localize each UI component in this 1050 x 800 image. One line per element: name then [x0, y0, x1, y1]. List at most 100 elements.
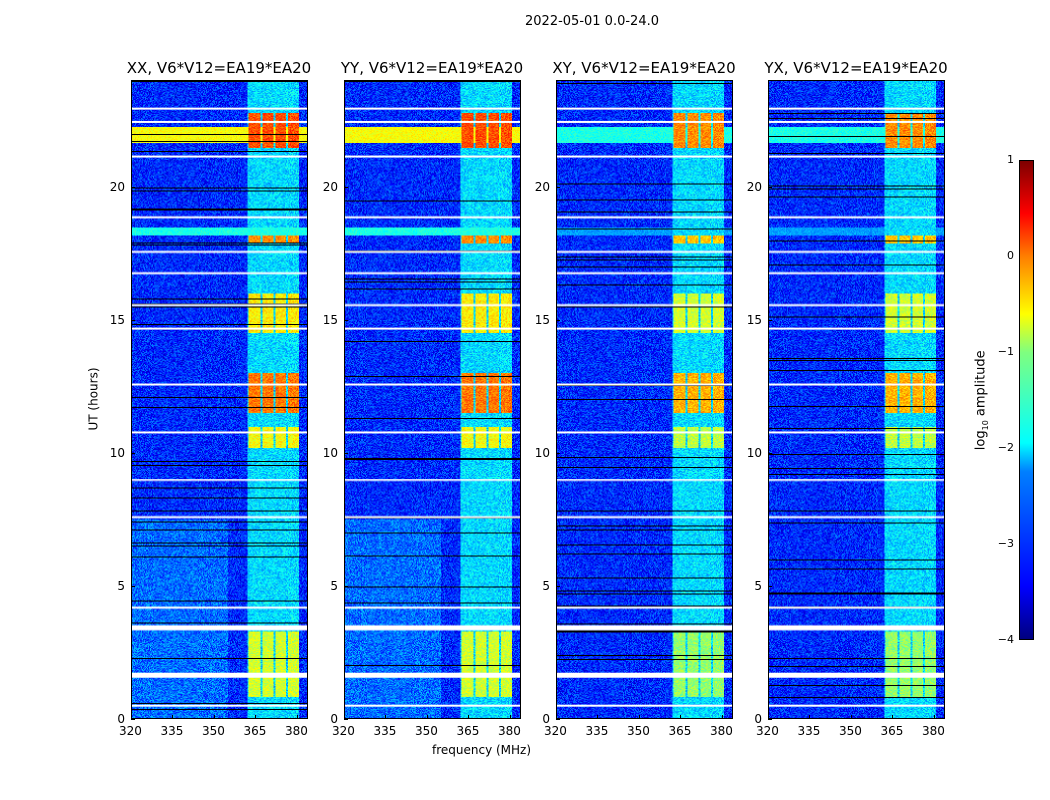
x-tick-label: 335 — [585, 724, 609, 738]
y-tick-mark — [131, 319, 135, 321]
y-tick-mark — [344, 585, 348, 587]
y-tick-mark — [768, 186, 772, 188]
spectrogram-panel-yy — [344, 80, 521, 719]
colorbar-label-sub: 10 — [981, 420, 991, 431]
x-tick-mark — [426, 715, 428, 719]
x-tick-mark — [721, 715, 723, 719]
x-tick-label: 365 — [456, 724, 480, 738]
y-tick-label: 0 — [754, 712, 762, 726]
y-tick-label: 10 — [109, 445, 125, 460]
x-tick-mark — [172, 715, 174, 719]
y-tick-mark — [131, 585, 135, 587]
panel-title-xy: XY, V6*V12=EA19*EA20 — [552, 59, 736, 77]
y-tick-label: 15 — [746, 312, 762, 327]
spectrogram-heatmap — [557, 81, 732, 718]
x-tick-label: 380 — [709, 724, 733, 738]
colorbar — [1019, 160, 1034, 640]
y-tick-label: 10 — [534, 445, 550, 460]
y-axis-label: UT (hours) — [86, 367, 101, 431]
y-tick-mark — [556, 585, 560, 587]
x-tick-mark — [509, 715, 511, 719]
y-tick-label: 5 — [754, 578, 762, 593]
y-tick-label: 5 — [117, 578, 125, 593]
x-tick-label: 365 — [668, 724, 692, 738]
y-tick-mark — [768, 319, 772, 321]
x-tick-label: 350 — [838, 724, 862, 738]
x-tick-mark — [768, 715, 769, 719]
x-tick-label: 320 — [332, 724, 355, 738]
y-tick-label: 20 — [746, 179, 762, 194]
y-tick-mark — [768, 719, 772, 720]
y-tick-label: 20 — [109, 179, 125, 194]
x-tick-mark — [680, 715, 682, 719]
x-tick-label: 335 — [797, 724, 821, 738]
x-tick-label: 365 — [880, 724, 904, 738]
y-tick-label: 5 — [542, 578, 550, 593]
x-tick-label: 350 — [626, 724, 650, 738]
x-tick-label: 350 — [414, 724, 438, 738]
colorbar-label-log: log — [973, 430, 989, 451]
spectrogram-panel-xx — [131, 80, 308, 719]
colorbar-tick-label: −2 — [997, 441, 1014, 454]
spectrogram-heatmap — [769, 81, 944, 718]
x-tick-label: 335 — [373, 724, 397, 738]
y-tick-label: 10 — [322, 445, 338, 460]
y-tick-mark — [344, 319, 348, 321]
x-tick-label: 320 — [544, 724, 567, 738]
colorbar-label: log10 amplitude — [974, 350, 991, 450]
spectrogram-heatmap — [345, 81, 520, 718]
panel-title-yy: YY, V6*V12=EA19*EA20 — [340, 59, 524, 77]
x-tick-mark — [933, 715, 935, 719]
y-tick-mark — [556, 319, 560, 321]
colorbar-tick-label: −1 — [997, 345, 1014, 358]
x-tick-label: 380 — [921, 724, 945, 738]
panel-title-xx: XX, V6*V12=EA19*EA20 — [126, 59, 312, 77]
y-tick-label: 15 — [534, 312, 550, 327]
x-tick-mark — [385, 715, 387, 719]
x-tick-mark — [809, 715, 811, 719]
colorbar-tick-label: −4 — [997, 633, 1014, 646]
x-tick-label: 380 — [284, 724, 308, 738]
x-tick-mark — [850, 715, 852, 719]
x-tick-label: 320 — [756, 724, 779, 738]
y-tick-label: 0 — [542, 712, 550, 726]
y-tick-mark — [131, 719, 135, 720]
x-tick-mark — [892, 715, 894, 719]
x-tick-label: 335 — [160, 724, 184, 738]
x-tick-mark — [131, 715, 132, 719]
y-tick-label: 10 — [746, 445, 762, 460]
y-tick-label: 15 — [322, 312, 338, 327]
y-tick-mark — [556, 452, 560, 454]
x-tick-mark — [468, 715, 470, 719]
x-tick-mark — [344, 715, 345, 719]
y-tick-mark — [131, 452, 135, 454]
x-tick-label: 320 — [119, 724, 142, 738]
y-tick-label: 15 — [109, 312, 125, 327]
figure-title: 2022-05-01 0.0-24.0 — [525, 14, 659, 29]
y-tick-mark — [344, 452, 348, 454]
y-tick-label: 20 — [534, 179, 550, 194]
spectrogram-panel-xy — [556, 80, 733, 719]
x-tick-mark — [296, 715, 298, 719]
x-tick-mark — [213, 715, 215, 719]
x-tick-label: 350 — [201, 724, 225, 738]
y-tick-label: 0 — [117, 712, 125, 726]
spectrogram-panel-yx — [768, 80, 945, 719]
colorbar-tick-label: −3 — [997, 537, 1014, 550]
x-axis-label: frequency (MHz) — [432, 743, 532, 757]
x-tick-mark — [638, 715, 640, 719]
y-tick-mark — [768, 452, 772, 454]
y-tick-label: 5 — [330, 578, 338, 593]
x-tick-mark — [556, 715, 557, 719]
y-tick-label: 0 — [330, 712, 338, 726]
colorbar-tick-label: 0 — [1007, 249, 1014, 262]
x-tick-label: 380 — [497, 724, 521, 738]
y-tick-mark — [344, 186, 348, 188]
y-tick-mark — [556, 719, 560, 720]
x-tick-mark — [255, 715, 257, 719]
y-tick-mark — [131, 186, 135, 188]
y-tick-mark — [344, 719, 348, 720]
x-tick-mark — [597, 715, 599, 719]
colorbar-tick-label: 1 — [1007, 153, 1014, 166]
